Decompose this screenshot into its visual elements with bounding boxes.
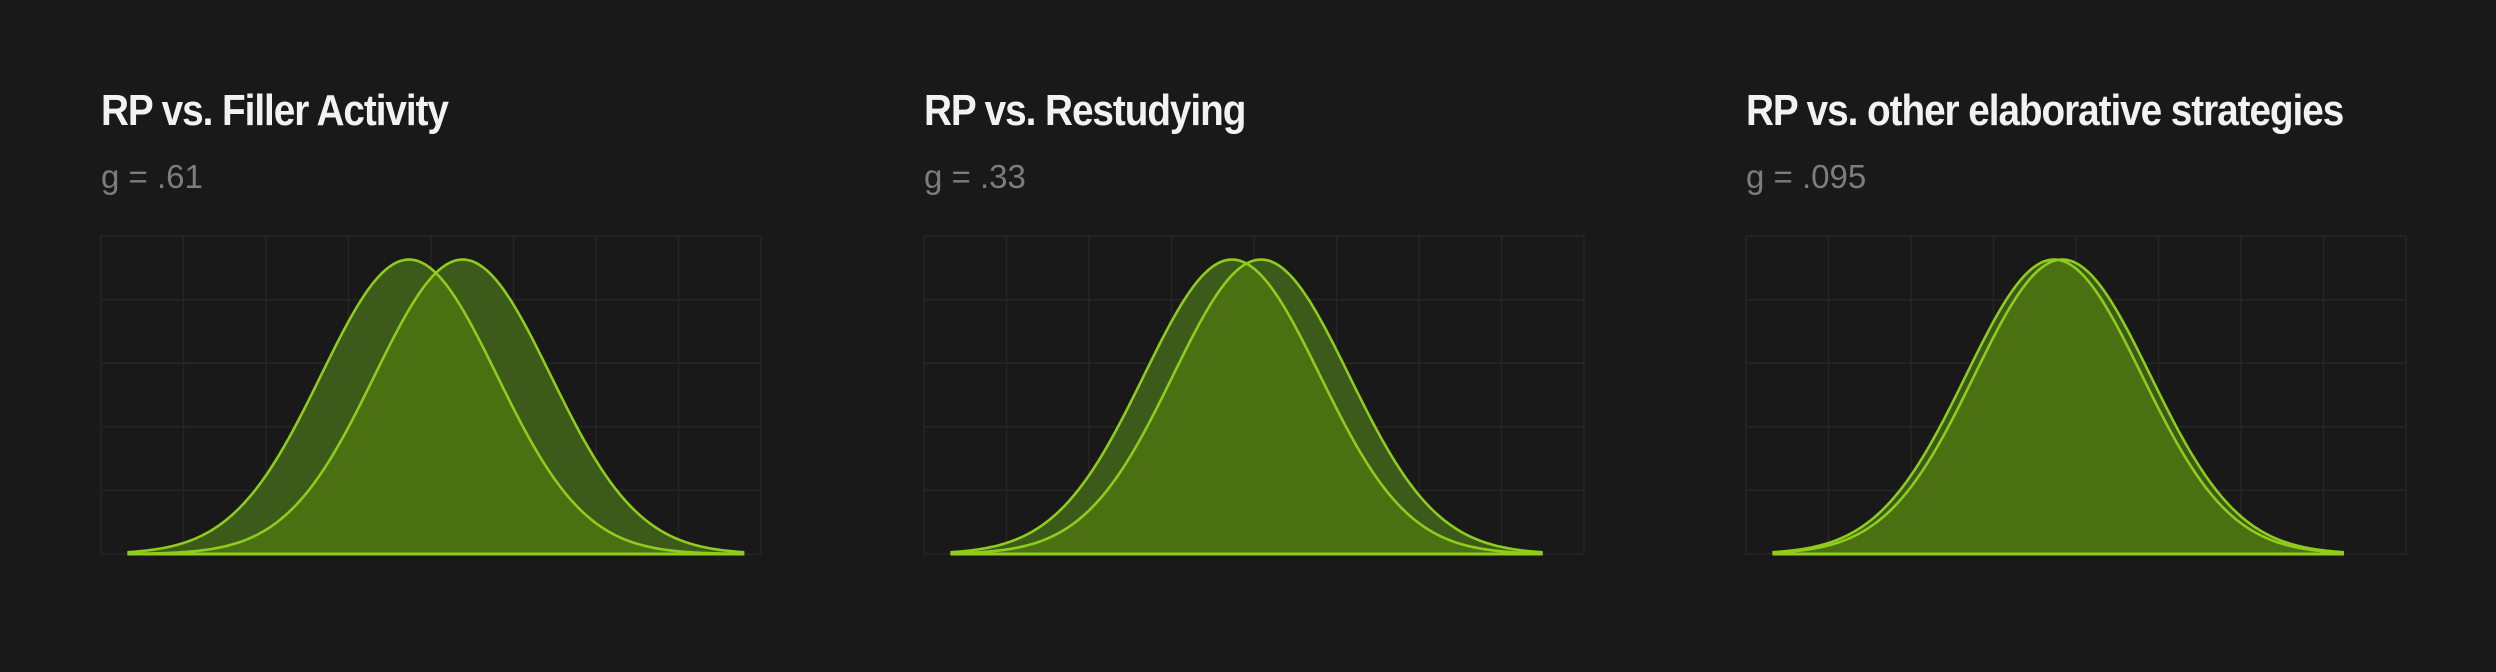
distribution-curve-rp [950,258,1543,555]
chart-subtitle: g = .095 [1746,158,1867,195]
chart-panel-filler: RP vs. Filler Activity g = .61 [100,0,861,672]
chart-panel-restudying: RP vs. Restudying g = .33 [923,0,1684,672]
distribution-area-overlap [1772,259,2344,554]
distribution-curve-rp [1772,258,2345,555]
chart-title: RP vs. Filler Activity [101,86,449,135]
distribution-plot [100,235,762,556]
distribution-plot [1745,235,2407,556]
chart-subtitle: g = .61 [101,158,203,195]
chart-title: RP vs. other elaborative strategies [1746,86,2344,135]
chart-subtitle: g = .33 [924,158,1026,195]
distribution-area-overlap [950,263,1543,554]
distribution-curve-rp [127,258,745,556]
distribution-area-overlap [127,272,745,554]
distribution-plot [923,235,1585,556]
chart-title: RP vs. Restudying [924,86,1246,135]
chart-panel-elaborative: RP vs. other elaborative strategies g = … [1745,0,2496,672]
